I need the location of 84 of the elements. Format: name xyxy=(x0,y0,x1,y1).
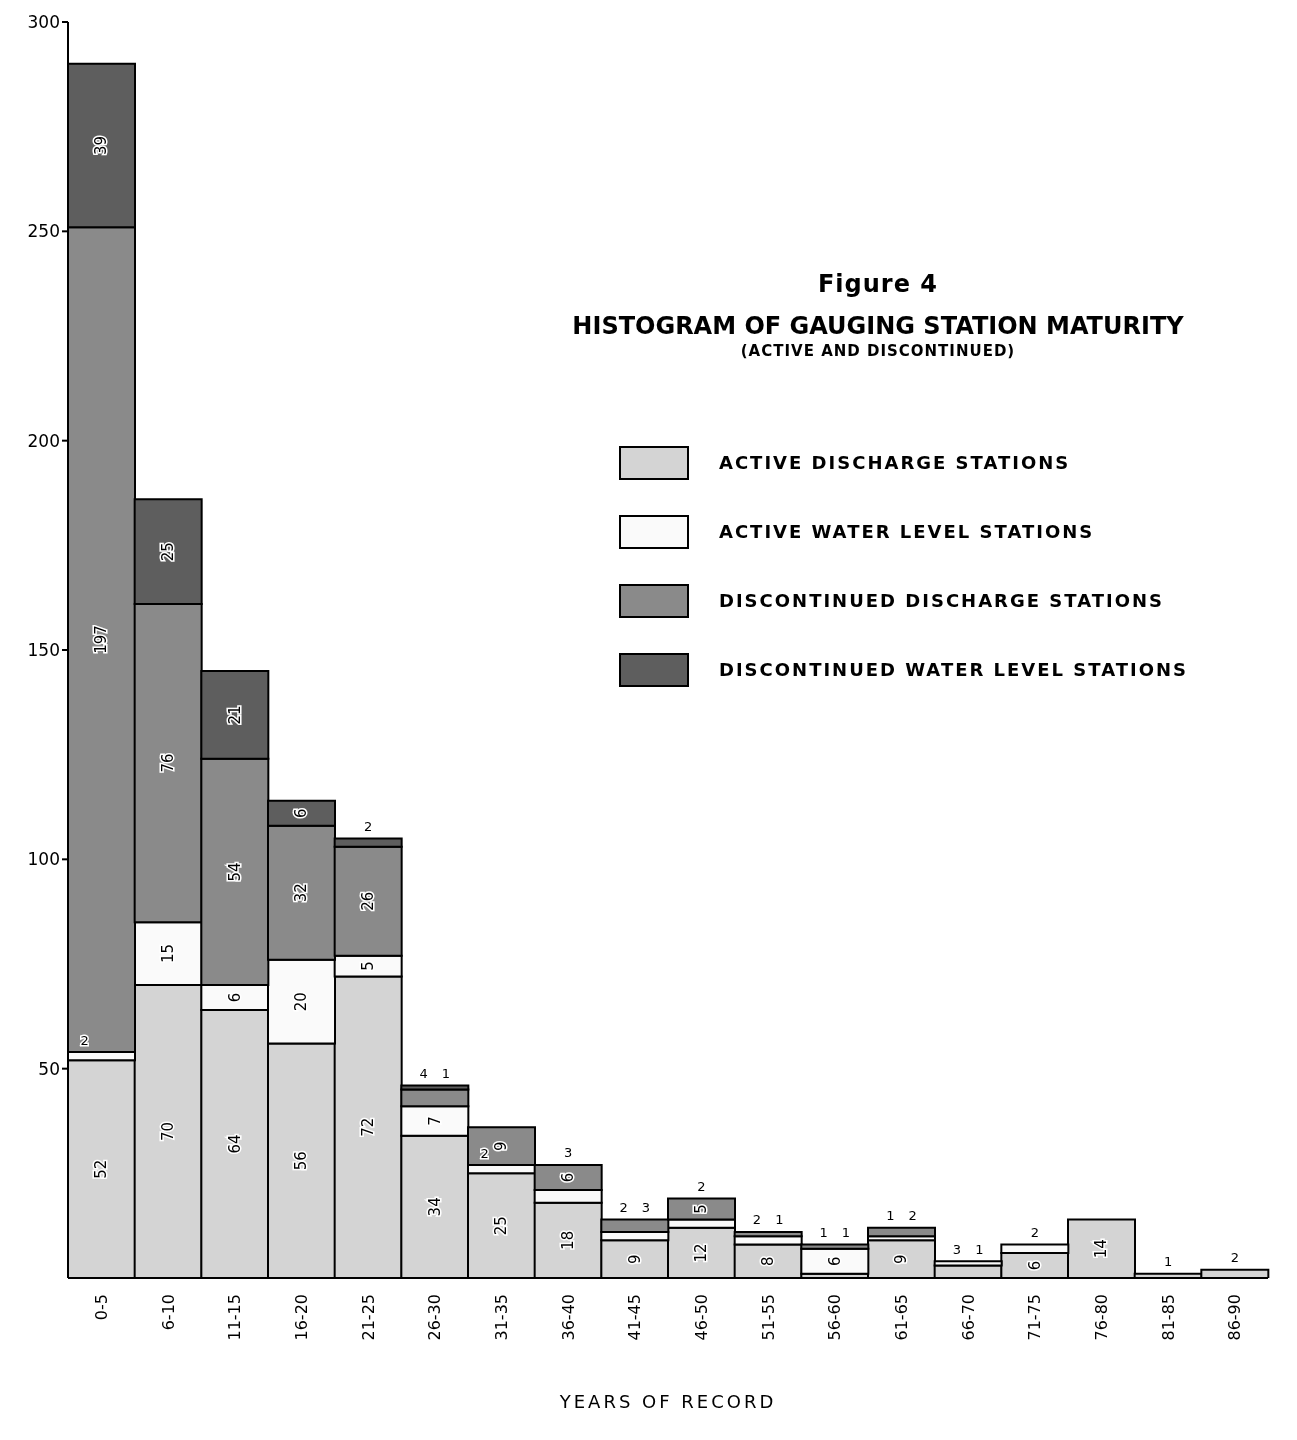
y-tick-label: 300 xyxy=(27,12,60,33)
data-label: 2 xyxy=(480,1146,489,1162)
data-label: 2 xyxy=(752,1212,762,1228)
data-label: 1 xyxy=(819,1225,828,1241)
x-axis-title: YEARS OF RECORD xyxy=(558,1391,777,1412)
data-label: 2 xyxy=(908,1208,917,1224)
x-tick-label: 21-25 xyxy=(358,1294,378,1341)
data-label: 6 xyxy=(559,1172,578,1183)
data-label: 20 xyxy=(292,992,311,1012)
bar xyxy=(867,1226,936,1238)
data-label: 56 xyxy=(292,1151,311,1171)
x-tick-label: 46-50 xyxy=(691,1294,711,1341)
y-tick-label: 100 xyxy=(27,849,60,870)
data-label: 6 xyxy=(292,808,311,819)
data-label: 3 xyxy=(641,1199,651,1215)
x-tick-label: 86-90 xyxy=(1225,1294,1245,1341)
x-tick-label: 56-60 xyxy=(825,1294,845,1341)
data-label: 9 xyxy=(892,1254,911,1264)
data-label: 6 xyxy=(1025,1260,1044,1271)
data-label: 2 xyxy=(80,1033,89,1049)
x-tick-label: 16-20 xyxy=(291,1294,311,1341)
data-label: 70 xyxy=(159,1121,178,1142)
x-tick-label: 31-35 xyxy=(491,1294,511,1341)
data-label: 25 xyxy=(159,542,178,562)
data-label: 25 xyxy=(492,1216,511,1236)
data-label: 2 xyxy=(1030,1225,1039,1241)
y-tick-label: 150 xyxy=(27,640,60,661)
data-label: 1 xyxy=(1164,1254,1173,1270)
data-label: 8 xyxy=(759,1256,778,1267)
data-label: 6 xyxy=(225,992,244,1003)
x-tick-label: 51-55 xyxy=(758,1294,778,1341)
x-tick-label: 71-75 xyxy=(1025,1294,1045,1341)
data-label: 1 xyxy=(841,1225,851,1241)
data-label: 7 xyxy=(425,1116,444,1126)
data-label: 5 xyxy=(692,1204,711,1214)
data-label: 26 xyxy=(359,891,378,911)
x-tick-label: 11-15 xyxy=(225,1294,245,1341)
text: HISTOGRAM OF GAUGING STATION MATURITY xyxy=(571,312,1185,340)
legend-label: ACTIVE WATER LEVEL STATIONS xyxy=(718,521,1095,542)
data-label: 32 xyxy=(292,883,311,903)
x-tick-label: 81-85 xyxy=(1158,1294,1178,1341)
data-label: 3 xyxy=(564,1145,573,1161)
data-label: 2 xyxy=(619,1199,628,1215)
legend-label: ACTIVE DISCHARGE STATIONS xyxy=(718,452,1071,473)
y-tick-label: 50 xyxy=(38,1058,60,1079)
data-label: 1 xyxy=(975,1241,984,1257)
data-label: 2 xyxy=(1230,1250,1239,1266)
y-tick-label: 200 xyxy=(27,430,60,451)
data-label: 2 xyxy=(697,1178,706,1194)
x-tick-label: 0-5 xyxy=(91,1294,111,1321)
data-label: 9 xyxy=(625,1254,644,1264)
data-label: 14 xyxy=(1092,1239,1111,1259)
data-label: 18 xyxy=(559,1230,578,1250)
x-tick-label: 26-30 xyxy=(425,1294,445,1341)
data-label: 34 xyxy=(425,1197,444,1217)
data-label: 21 xyxy=(225,705,244,725)
data-label: 76 xyxy=(159,753,178,773)
x-tick-label: 36-40 xyxy=(558,1294,578,1341)
legend-label: DISCONTINUED WATER LEVEL STATIONS xyxy=(718,659,1188,680)
data-label: 52 xyxy=(92,1159,111,1179)
x-tick-label: 6-10 xyxy=(158,1294,178,1331)
data-label: 12 xyxy=(692,1243,711,1263)
data-label: 4 xyxy=(419,1065,428,1081)
x-tick-label: 76-80 xyxy=(1091,1294,1111,1341)
data-label: 3 xyxy=(952,1241,962,1257)
x-tick-label: 66-70 xyxy=(958,1294,978,1341)
data-label: 1 xyxy=(441,1065,451,1081)
x-tick-label: 61-65 xyxy=(891,1294,911,1341)
data-label: 9 xyxy=(492,1141,511,1151)
annotation: (ACTIVE AND DISCONTINUED) xyxy=(739,342,1017,360)
legend-label: DISCONTINUED DISCHARGE STATIONS xyxy=(718,590,1164,611)
data-label: 5 xyxy=(359,961,378,971)
x-tick-label: 41-45 xyxy=(625,1294,645,1341)
y-tick-label: 250 xyxy=(27,221,60,242)
text: Figure 4 xyxy=(816,270,940,298)
data-label: 54 xyxy=(225,862,244,882)
data-label: 72 xyxy=(359,1117,378,1137)
data-label: 197 xyxy=(92,625,111,654)
data-label: 1 xyxy=(775,1212,784,1228)
data-label: 1 xyxy=(886,1208,895,1224)
data-label: 6 xyxy=(825,1256,844,1267)
data-label: 15 xyxy=(159,943,178,964)
data-label: 64 xyxy=(225,1134,244,1154)
data-label: 2 xyxy=(364,818,373,834)
